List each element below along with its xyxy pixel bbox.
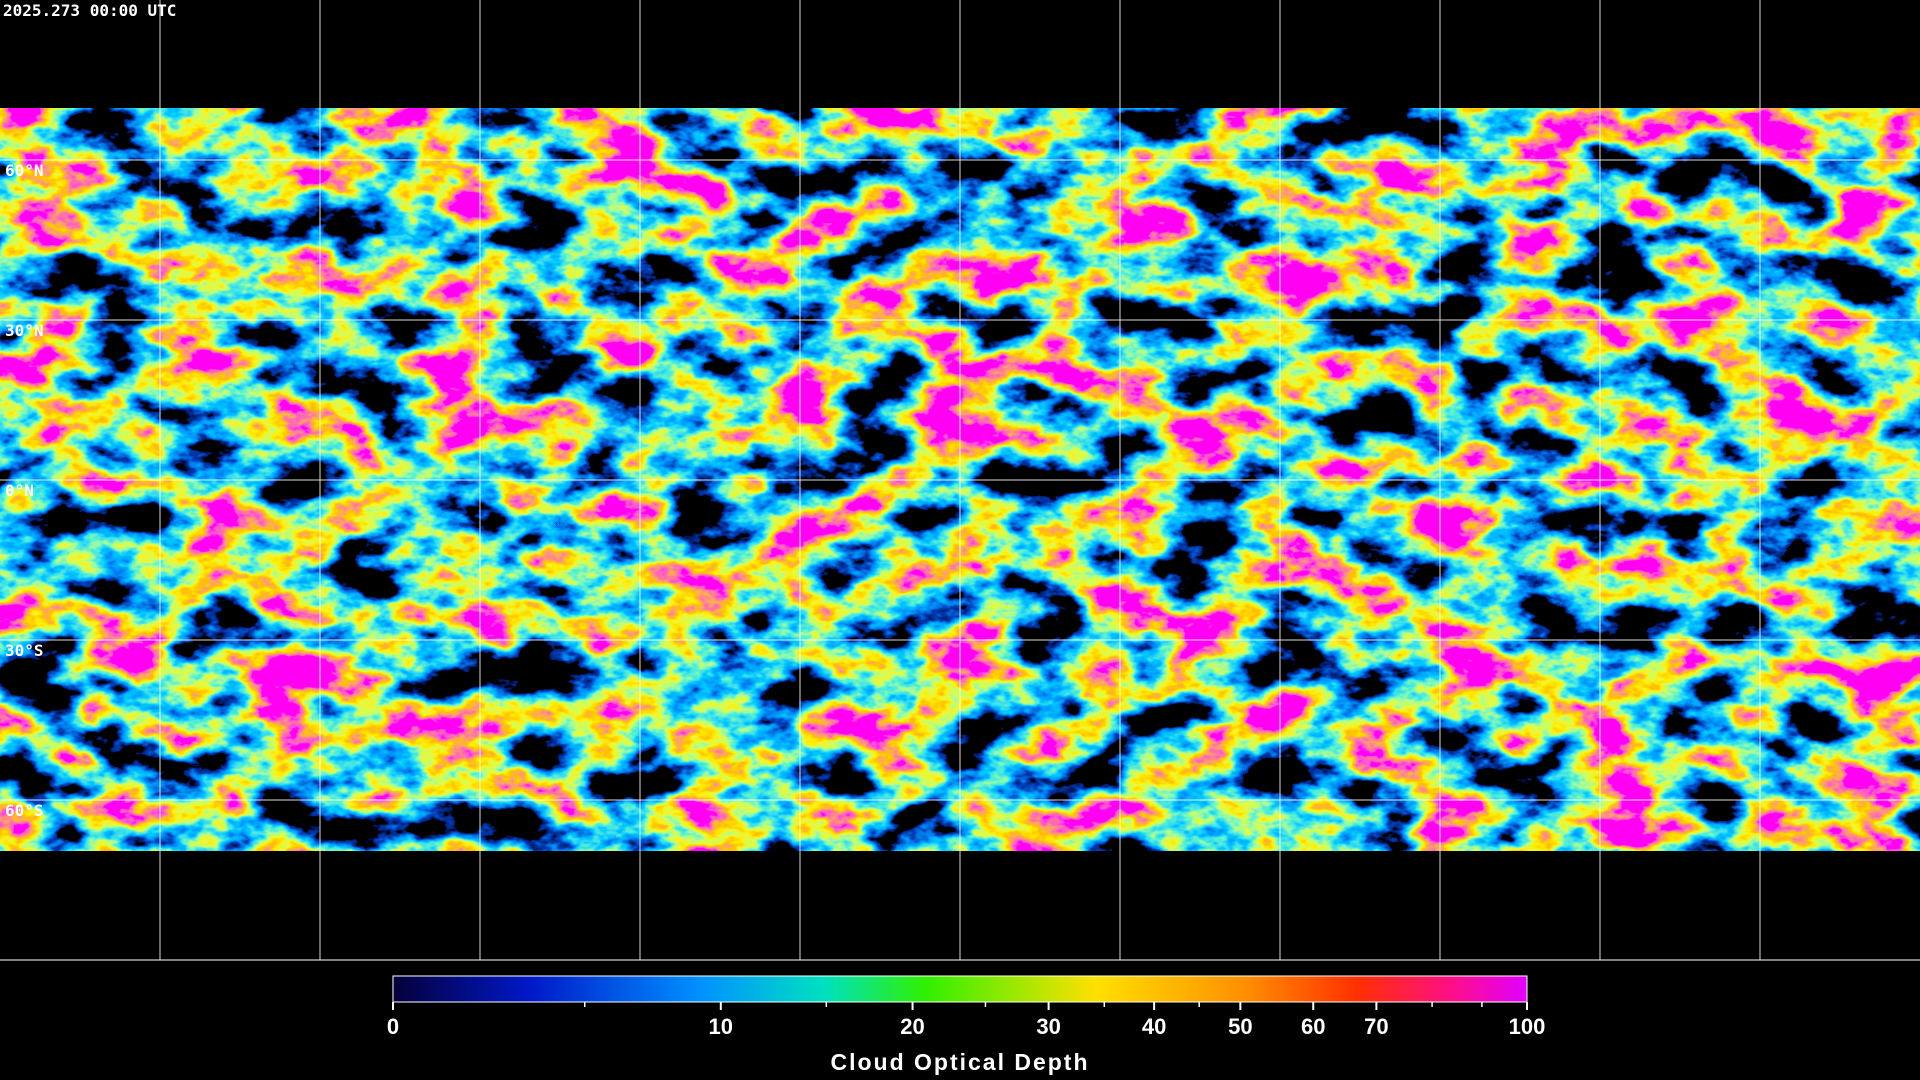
colorbar-tick-label: 100 xyxy=(1509,1014,1546,1039)
graticule xyxy=(0,0,1920,960)
colorbar-label: Cloud Optical Depth xyxy=(830,1049,1089,1075)
colorbar xyxy=(392,975,1528,1003)
colorbar-tick-label: 30 xyxy=(1036,1014,1060,1039)
colorbar-tick-label: 70 xyxy=(1364,1014,1388,1039)
timestamp: 2025.273 00:00 UTC xyxy=(3,1,176,20)
colorbar-tick-label: 50 xyxy=(1228,1014,1252,1039)
latitude-label: 60°N xyxy=(5,161,44,180)
colorbar-tick-label: 0 xyxy=(387,1014,399,1039)
colorbar-tick-label: 20 xyxy=(900,1014,924,1039)
latitude-label: 60°S xyxy=(5,801,44,820)
latitude-label: 30°S xyxy=(5,641,44,660)
colorbar-tick-label: 10 xyxy=(709,1014,733,1039)
colorbar-tick-label: 60 xyxy=(1301,1014,1325,1039)
colorbar-tick-label: 40 xyxy=(1142,1014,1166,1039)
latitude-label: 30°N xyxy=(5,321,44,340)
latitude-label: 0°N xyxy=(5,481,34,500)
